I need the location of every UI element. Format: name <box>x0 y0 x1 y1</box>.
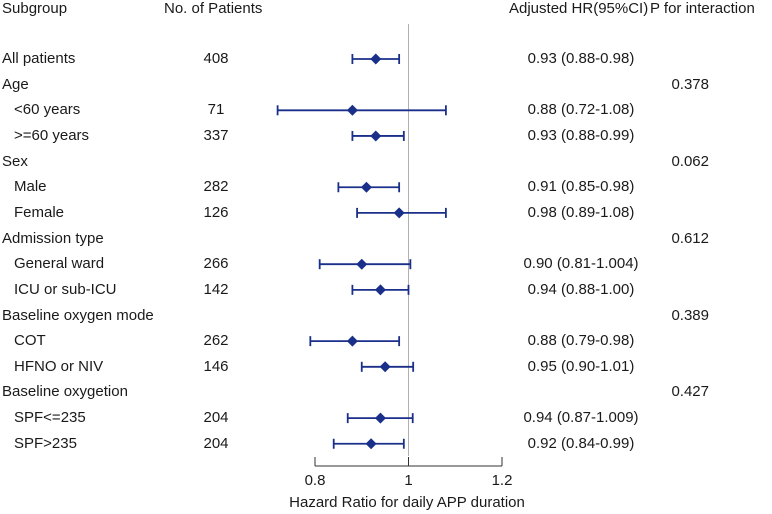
group-label: Admission type <box>2 229 104 247</box>
subgroup-label: SPF>235 <box>14 434 77 452</box>
point-estimate-diamond <box>374 284 386 296</box>
hazard-ratio-ci: 0.98 (0.89-1.08) <box>527 203 635 221</box>
patient-count: 262 <box>203 332 229 350</box>
hr-header: Adjusted HR(95%CI) <box>509 0 649 17</box>
hazard-ratio-ci: 0.94 (0.87-1.009) <box>523 409 639 427</box>
p-interaction-value: 0.427 <box>671 383 709 401</box>
hazard-ratio-ci: 0.94 (0.88-1.00) <box>527 280 635 298</box>
hazard-ratio-ci: 0.88 (0.79-0.98) <box>527 332 635 350</box>
p-interaction-value: 0.378 <box>671 75 709 93</box>
point-estimate-diamond <box>346 104 358 116</box>
point-estimate-diamond <box>356 258 368 270</box>
point-estimate-diamond <box>370 53 382 65</box>
point-estimate-diamond <box>393 207 405 219</box>
hazard-ratio-ci: 0.93 (0.88-0.98) <box>527 50 635 67</box>
subgroup-label: Male <box>14 178 47 196</box>
subgroup-label: HFNO or NIV <box>14 357 104 375</box>
hazard-ratio-ci: 0.93 (0.88-0.99) <box>527 126 635 144</box>
p-interaction-header: P for interaction <box>650 0 755 17</box>
patient-count: 142 <box>203 280 229 298</box>
subgroup-label: >=60 years <box>14 126 90 144</box>
hazard-ratio-ci: 0.95 (0.90-1.01) <box>527 357 635 375</box>
patient-count: 126 <box>203 203 229 221</box>
x-tick-label: 0.8 <box>304 472 326 489</box>
x-tick-label: 1.2 <box>491 472 513 489</box>
patient-count: 146 <box>203 357 229 375</box>
hazard-ratio-ci: 0.90 (0.81-1.004) <box>523 255 639 273</box>
point-estimate-diamond <box>379 361 391 373</box>
patient-count: 266 <box>203 255 229 273</box>
subgroup-label: Female <box>14 203 65 221</box>
subgroup-label: General ward <box>14 255 105 273</box>
hazard-ratio-ci: 0.91 (0.85-0.98) <box>527 178 635 196</box>
subgroup-header: Subgroup <box>2 0 68 17</box>
point-estimate-diamond <box>360 181 372 193</box>
p-interaction-value: 0.612 <box>671 229 709 247</box>
x-tick-label: 1 <box>404 472 413 489</box>
subgroup-label: COT <box>14 332 46 350</box>
point-estimate-diamond <box>370 130 382 142</box>
patients-header: No. of Patients <box>164 0 263 17</box>
group-label: Age <box>2 75 29 93</box>
subgroup-label: ICU or sub-ICU <box>14 280 117 298</box>
group-label: Sex <box>2 152 28 170</box>
x-axis-title: Hazard Ratio for daily APP duration <box>289 494 525 511</box>
p-interaction-value: 0.389 <box>671 306 709 324</box>
subgroup-label: <60 years <box>14 101 81 119</box>
hazard-ratio-ci: 0.88 (0.72-1.08) <box>527 101 635 119</box>
p-interaction-value: 0.062 <box>671 152 709 170</box>
group-label: Baseline oxygetion <box>2 383 128 401</box>
point-estimate-diamond <box>365 438 377 450</box>
patient-count: 204 <box>203 434 229 452</box>
point-estimate-diamond <box>346 335 358 347</box>
patient-count: 282 <box>203 178 229 196</box>
group-label: All patients <box>2 50 76 67</box>
patient-count: 71 <box>207 101 225 119</box>
hazard-ratio-ci: 0.92 (0.84-0.99) <box>527 434 635 452</box>
patient-count: 204 <box>203 409 229 427</box>
point-estimate-diamond <box>374 412 386 424</box>
group-label: Baseline oxygen mode <box>2 306 154 324</box>
subgroup-label: SPF<=235 <box>14 409 86 427</box>
patient-count: 337 <box>203 126 229 144</box>
patient-count: 408 <box>203 50 229 67</box>
